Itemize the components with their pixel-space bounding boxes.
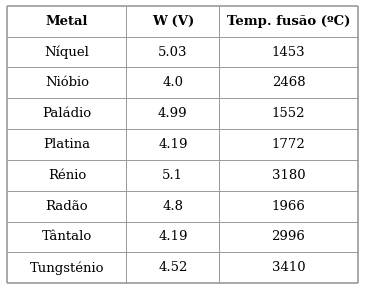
Text: 3180: 3180 <box>272 169 305 182</box>
Text: Temp. fusão (ºC): Temp. fusão (ºC) <box>227 15 350 28</box>
Text: 1966: 1966 <box>272 200 306 213</box>
Text: 1453: 1453 <box>272 46 305 58</box>
Text: 4.8: 4.8 <box>162 200 183 213</box>
Text: 4.19: 4.19 <box>158 231 188 243</box>
Text: 5.1: 5.1 <box>162 169 183 182</box>
Text: Rénio: Rénio <box>48 169 86 182</box>
Text: Tântalo: Tântalo <box>42 231 92 243</box>
Text: Paládio: Paládio <box>42 107 91 120</box>
Text: 1552: 1552 <box>272 107 305 120</box>
Text: Nióbio: Nióbio <box>45 76 89 89</box>
Text: W (V): W (V) <box>152 15 194 28</box>
Text: 4.52: 4.52 <box>158 261 188 274</box>
Text: Níquel: Níquel <box>45 45 89 59</box>
Text: 5.03: 5.03 <box>158 46 188 58</box>
Text: 3410: 3410 <box>272 261 305 274</box>
Text: Platina: Platina <box>43 138 91 151</box>
Text: Radão: Radão <box>46 200 88 213</box>
Text: 2996: 2996 <box>272 231 306 243</box>
Text: 2468: 2468 <box>272 76 305 89</box>
Text: 4.0: 4.0 <box>162 76 183 89</box>
Text: Tungsténio: Tungsténio <box>30 261 104 275</box>
Text: Metal: Metal <box>46 15 88 28</box>
Text: 4.19: 4.19 <box>158 138 188 151</box>
Text: 1772: 1772 <box>272 138 306 151</box>
Text: 4.99: 4.99 <box>158 107 188 120</box>
